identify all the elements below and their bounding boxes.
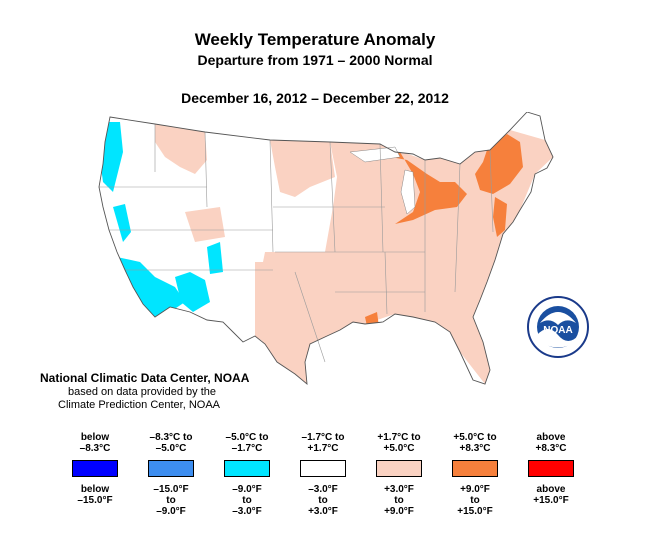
temperature-legend: below –8.3°C below –15.0°F –8.3°C to –5.… [50, 432, 590, 522]
anomaly-region-cool-southern-california [117, 257, 185, 317]
anomaly-region-cool-utah [207, 242, 223, 274]
legend-item: +5.0°C to +8.3°C +9.0°F to +15.0°F [430, 432, 520, 517]
map-title: Weekly Temperature Anomaly [194, 30, 436, 49]
legend-fahrenheit-label: –3.0°F to +3.0°F [308, 484, 338, 517]
legend-swatch [72, 460, 118, 477]
legend-celsius-label: above +8.3°C [535, 432, 567, 454]
legend-item: –1.7°C to +1.7°C –3.0°F to +3.0°F [278, 432, 368, 517]
legend-fahrenheit-label: below –15.0°F [77, 484, 113, 506]
legend-swatch [452, 460, 498, 477]
legend-item: –8.3°C to –5.0°C –15.0°F to –9.0°F [126, 432, 216, 517]
legend-fahrenheit-label: +9.0°F to +15.0°F [457, 484, 493, 517]
noaa-seal-icon: NOAA [527, 296, 589, 358]
anomaly-region-warm-texas [255, 262, 323, 384]
legend-celsius-label: –5.0°C to –1.7°C [225, 432, 269, 454]
anomaly-region-hot-new-england [475, 134, 523, 194]
credit-cpc: Climate Prediction Center, NOAA [58, 399, 221, 411]
anomaly-region-warm-central-eastern [255, 130, 553, 384]
map-subtitle: Departure from 1971 – 2000 Normal [197, 52, 433, 68]
legend-swatch [148, 460, 194, 477]
legend-celsius-label: +5.0°C to +8.3°C [453, 432, 497, 454]
noaa-logo-text: NOAA [543, 325, 572, 336]
us-temperature-anomaly-map [98, 112, 554, 386]
legend-item: above +8.3°C above +15.0°F [506, 432, 596, 506]
legend-fahrenheit-label: –9.0°F to –3.0°F [232, 484, 262, 517]
legend-item: below –8.3°C below –15.0°F [50, 432, 140, 506]
legend-swatch [376, 460, 422, 477]
legend-swatch [224, 460, 270, 477]
anomaly-region-cool-arizona [175, 272, 210, 312]
legend-celsius-label: +1.7°C to +5.0°C [377, 432, 421, 454]
legend-fahrenheit-label: above +15.0°F [533, 484, 569, 506]
credit-based-on: based on data provided by the [68, 386, 217, 398]
legend-celsius-label: –1.7°C to +1.7°C [301, 432, 345, 454]
legend-swatch [528, 460, 574, 477]
legend-item: –5.0°C to –1.7°C –9.0°F to –3.0°F [202, 432, 292, 517]
legend-fahrenheit-label: +3.0°F to +9.0°F [384, 484, 414, 517]
anomaly-region-warm-southwest-patch [185, 207, 225, 242]
state-boundaries [99, 124, 494, 363]
legend-celsius-label: –8.3°C to –5.0°C [149, 432, 193, 454]
legend-swatch [300, 460, 346, 477]
anomaly-region-cool-sierra [113, 204, 131, 242]
legend-celsius-label: below –8.3°C [79, 432, 111, 454]
credit-ncdc: National Climatic Data Center, NOAA [40, 371, 250, 385]
anomaly-region-hot-mid-atlantic [493, 197, 507, 237]
us-outline [98, 112, 554, 386]
legend-fahrenheit-label: –15.0°F to –9.0°F [153, 484, 189, 517]
lake-michigan [400, 169, 416, 215]
anomaly-region-hot-great-lakes [375, 152, 467, 224]
legend-item: +1.7°C to +5.0°C +3.0°F to +9.0°F [354, 432, 444, 517]
anomaly-region-warm-northern-plains [270, 140, 335, 197]
date-range: December 16, 2012 – December 22, 2012 [181, 90, 449, 106]
anomaly-region-warm-northern-rockies [155, 124, 207, 174]
